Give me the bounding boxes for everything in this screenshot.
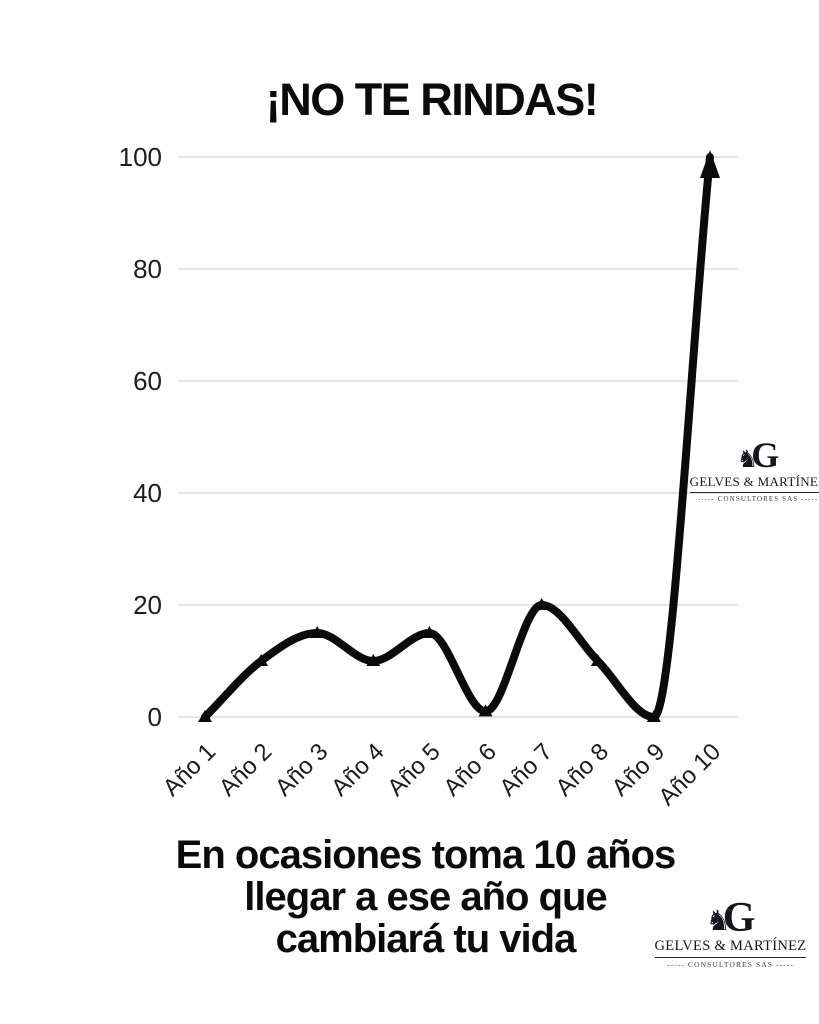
brand-logo-bottom: ♞ G GELVES & MARTÍNEZ ----- CONSULTORES …	[653, 895, 808, 970]
x-tick-label: Año 4	[326, 738, 389, 801]
caption-line-3: cambiará tu vida	[275, 917, 577, 961]
logo-subtitle: ----- CONSULTORES SAS -----	[667, 960, 794, 970]
logo-monogram: G	[722, 895, 756, 941]
x-tick-label: Año 7	[494, 738, 557, 801]
y-tick-label: 100	[119, 142, 162, 172]
data-point-marker	[422, 626, 437, 638]
y-tick-label: 0	[148, 702, 162, 732]
logo-name: GELVES & MARTÍNEZ	[689, 474, 819, 493]
chess-knight-icon: ♞	[736, 444, 759, 473]
logo-name: GELVES & MARTÍNEZ	[654, 938, 807, 959]
x-tick-label: Año 8	[551, 738, 614, 801]
logo-subtitle: ----- CONSULTORES SAS -----	[697, 494, 819, 503]
x-tick-label: Año 10	[653, 738, 726, 811]
data-point-marker	[254, 654, 269, 666]
data-point-marker	[478, 704, 493, 717]
caption-line-2: llegar a ese año que	[244, 875, 607, 919]
data-point-marker	[646, 710, 661, 722]
caption-text: En ocasiones toma 10 años llegar a ese a…	[16, 834, 819, 960]
data-point-marker	[366, 654, 381, 666]
data-point-marker	[198, 710, 212, 722]
y-tick-label: 20	[133, 590, 162, 620]
brand-logo-side: ♞ G GELVES & MARTÍNEZ ----- CONSULTORES …	[689, 435, 819, 503]
x-tick-label: Año 6	[438, 738, 501, 801]
x-tick-label: Año 5	[382, 738, 445, 801]
y-tick-label: 40	[133, 478, 162, 508]
caption-line-1: En ocasiones toma 10 años	[175, 833, 677, 877]
chess-knight-icon: ♞	[705, 904, 731, 938]
data-point-marker	[590, 654, 605, 666]
x-tick-label: Año 2	[214, 738, 277, 801]
logo-monogram: G	[751, 435, 780, 475]
y-tick-label: 80	[133, 254, 162, 284]
logo-mark: ♞ G	[736, 435, 780, 475]
x-tick-label: Año 1	[158, 738, 221, 801]
data-line	[201, 153, 714, 721]
arrowhead-icon	[700, 150, 720, 178]
y-tick-label: 60	[133, 366, 162, 396]
logo-mark: ♞ G	[705, 895, 756, 941]
data-point-marker	[310, 626, 325, 638]
page-title: ¡NO TE RINDAS!	[265, 74, 599, 125]
x-tick-label: Año 3	[270, 738, 333, 801]
data-point-marker	[534, 598, 549, 610]
